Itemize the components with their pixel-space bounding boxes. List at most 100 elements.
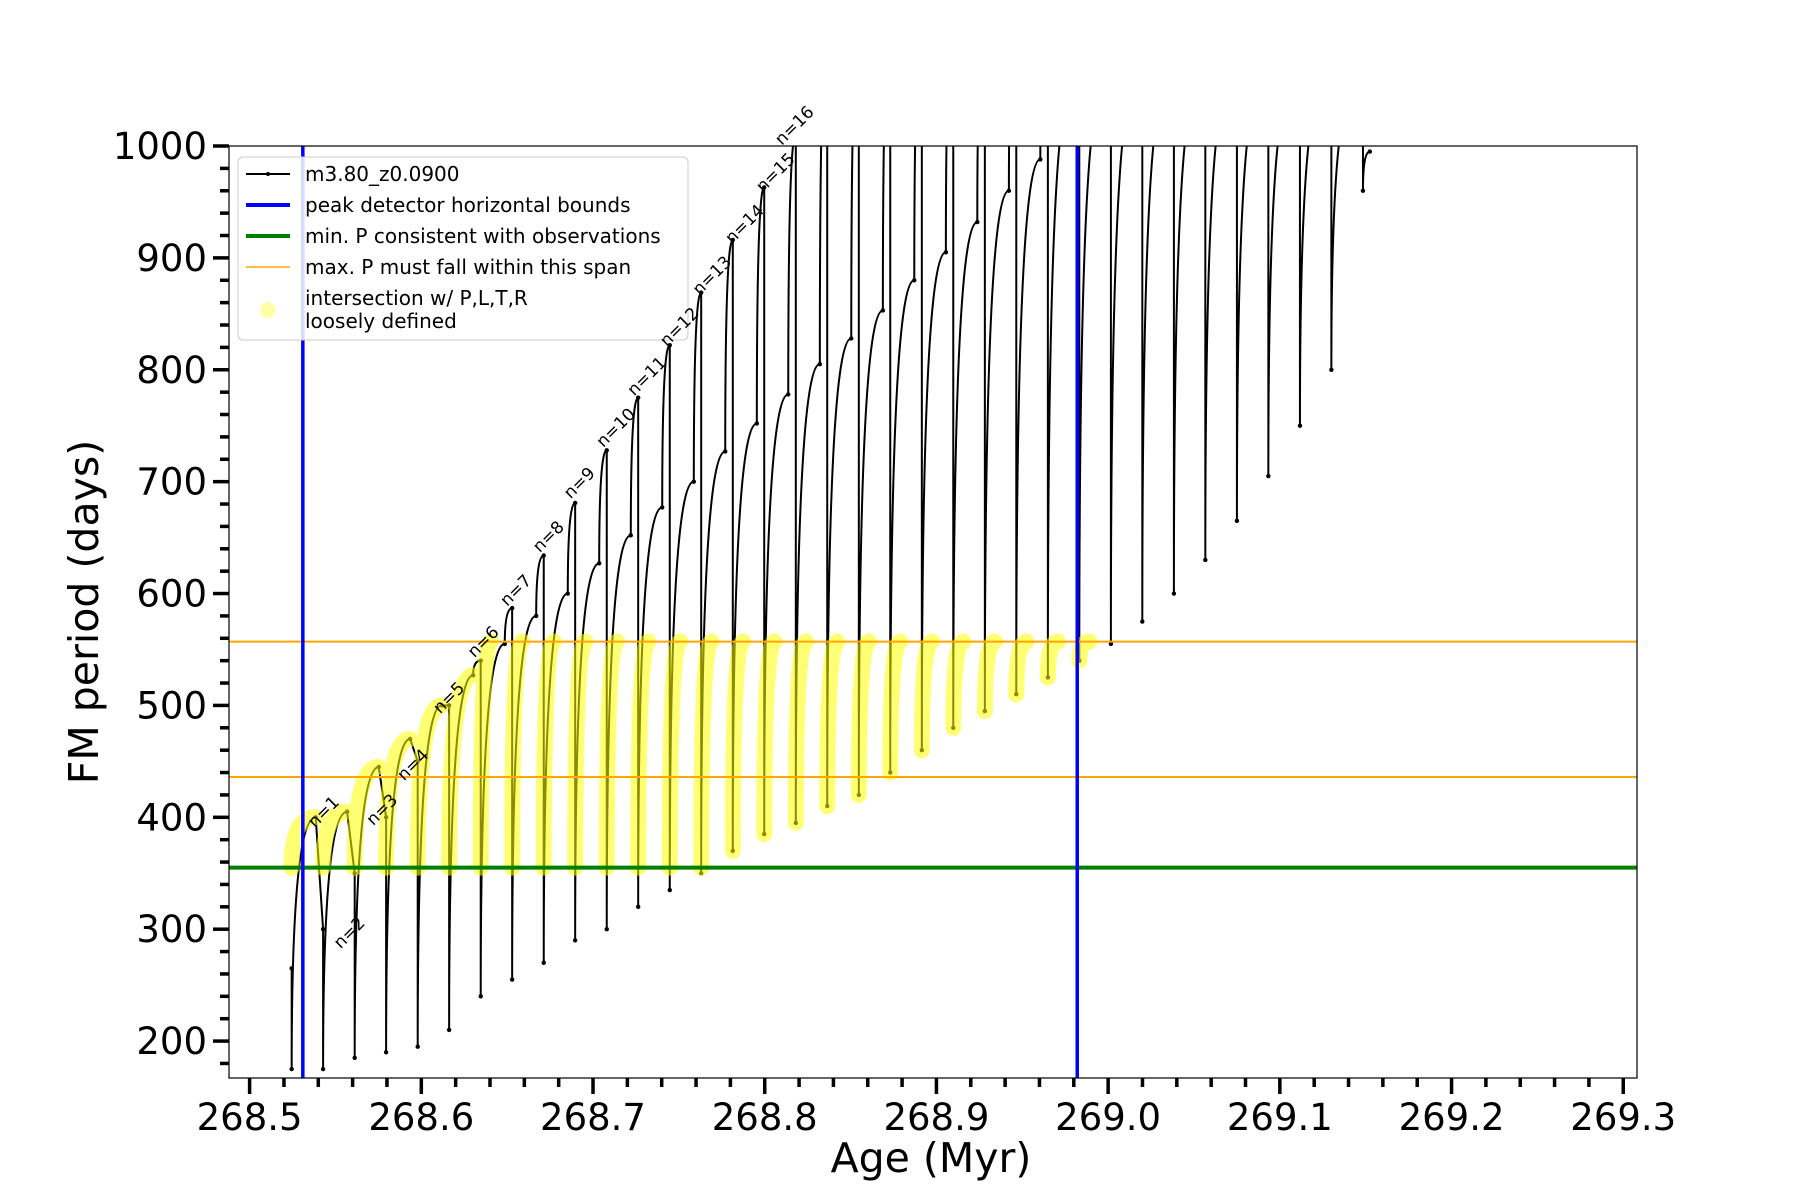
model-point — [533, 613, 539, 619]
model-point — [1108, 641, 1114, 647]
model-point — [635, 395, 641, 400]
legend-label: m3.80_z0.0900 — [305, 162, 460, 186]
model-point — [1360, 188, 1366, 193]
legend-label: peak detector horizontal bounds — [305, 193, 631, 217]
model-point — [723, 449, 728, 454]
y-tick-label: 700 — [136, 461, 207, 504]
x-tick-label: 269.2 — [1399, 1096, 1505, 1139]
model-point — [912, 278, 917, 283]
model-point — [352, 1055, 357, 1061]
model-point — [383, 1050, 389, 1055]
x-axis-label: Age (Myr) — [831, 1134, 1032, 1182]
cycle-annotation: n=9 — [560, 464, 599, 503]
model-point — [1227, 88, 1231, 92]
model-point — [1259, 88, 1263, 92]
legend-box — [237, 156, 689, 341]
x-tick-label: 269.1 — [1227, 1096, 1333, 1139]
model-point — [1140, 619, 1145, 624]
model-point — [880, 308, 886, 313]
model-point — [1367, 149, 1373, 154]
legend-label: min. P consistent with observations — [305, 224, 661, 248]
model-point — [1203, 32, 1207, 36]
model-point — [1038, 157, 1043, 162]
y-tick-label: 200 — [136, 1020, 207, 1063]
x-tick-label: 268.9 — [883, 1096, 989, 1139]
legend-label: max. P must fall within this span — [305, 255, 631, 279]
cycle-annotation: n=6 — [464, 622, 503, 661]
model-point — [1203, 557, 1208, 563]
model-point — [541, 960, 546, 965]
model-point — [1172, 32, 1176, 36]
model-point — [1290, 88, 1294, 92]
model-point — [1014, 32, 1018, 36]
model-point — [1070, 88, 1074, 92]
model-point — [667, 342, 672, 348]
model-point — [1164, 88, 1168, 92]
model-point — [572, 938, 578, 943]
model-point — [1322, 88, 1326, 92]
model-point — [849, 336, 854, 341]
model-point — [660, 505, 665, 510]
y-axis-label: FM period (days) — [60, 440, 108, 784]
model-point — [920, 32, 924, 36]
cycle-annotation: n=15 — [752, 149, 799, 196]
model-point — [1329, 367, 1334, 372]
model-point — [1361, 32, 1365, 36]
model-point — [478, 994, 483, 999]
model-point — [1196, 88, 1200, 92]
model-point — [1297, 423, 1303, 428]
x-tick-label: 269.0 — [1055, 1096, 1161, 1139]
legend-label: intersection w/ P,L,T,R loosely defined — [305, 286, 528, 333]
model-point — [320, 926, 326, 932]
x-tick-label: 268.8 — [712, 1096, 818, 1139]
model-point — [565, 591, 570, 596]
model-point — [604, 926, 609, 932]
cycle-annotation: n=2 — [330, 913, 369, 952]
cycle-annotation: n=7 — [497, 571, 536, 610]
model-point — [320, 1066, 326, 1072]
model-point — [1046, 32, 1050, 36]
model-point — [1298, 32, 1302, 36]
x-tick-label: 268.7 — [540, 1096, 646, 1139]
model-point — [1109, 32, 1113, 36]
model-point — [415, 1044, 420, 1049]
model-point — [730, 237, 735, 243]
model-point — [604, 448, 609, 453]
model-point — [1101, 88, 1105, 92]
cycle-annotation: n=8 — [529, 517, 568, 556]
model-point — [786, 392, 791, 397]
model-point — [289, 966, 294, 971]
y-tick-label: 800 — [136, 349, 207, 392]
model-point — [857, 32, 861, 36]
model-point — [1353, 88, 1357, 92]
y-tick-label: 400 — [136, 796, 207, 839]
model-point — [1077, 32, 1081, 36]
model-point — [446, 1027, 452, 1033]
x-tick-label: 268.5 — [197, 1096, 303, 1139]
x-tick-label: 269.3 — [1570, 1096, 1676, 1139]
model-point — [1234, 518, 1240, 524]
model-point — [1266, 32, 1270, 36]
model-point — [762, 185, 767, 190]
y-tick-label: 600 — [136, 573, 207, 616]
model-point — [1235, 32, 1239, 36]
cycle-annotation: n=16 — [771, 102, 818, 149]
y-tick-label: 300 — [136, 908, 207, 951]
cycle-annotation: n=14 — [721, 201, 768, 248]
model-point — [289, 1066, 294, 1072]
cycle-annotation: n=13 — [689, 252, 736, 299]
y-tick-label: 900 — [136, 237, 207, 280]
model-point — [1171, 591, 1177, 596]
model-point — [572, 500, 578, 506]
x-tick-label: 268.6 — [368, 1096, 474, 1139]
model-point — [943, 250, 949, 255]
model-point — [597, 561, 602, 566]
model-point — [509, 977, 515, 982]
model-point — [691, 479, 697, 484]
model-point — [1329, 32, 1333, 36]
legend-swatch-dot — [266, 172, 270, 176]
intersection-band — [283, 633, 1098, 876]
legend-swatch — [260, 302, 276, 318]
model-point — [975, 219, 980, 225]
